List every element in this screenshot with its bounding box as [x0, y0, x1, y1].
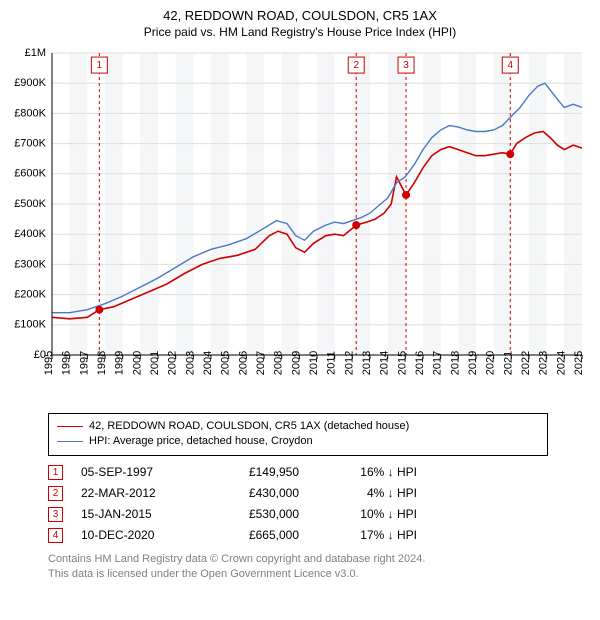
footer-attribution: Contains HM Land Registry data © Crown c… — [48, 552, 590, 582]
x-tick-label: 2024 — [555, 351, 567, 375]
x-tick-label: 2013 — [361, 351, 373, 375]
marker-label-3: 3 — [403, 60, 409, 71]
transaction-marker: 4 — [48, 528, 63, 543]
x-tick-label: 2019 — [467, 351, 479, 375]
x-tick-label: 2006 — [237, 351, 249, 375]
legend-label: 42, REDDOWN ROAD, COULSDON, CR5 1AX (det… — [89, 419, 409, 434]
transaction-date: 22-MAR-2012 — [81, 486, 191, 500]
transaction-row: 1 05-SEP-1997 £149,950 16% ↓ HPI — [48, 462, 590, 483]
price-chart: £0£100K£200K£300K£400K£500K£600K£700K£80… — [10, 45, 590, 405]
x-tick-label: 2018 — [449, 351, 461, 375]
x-tick-label: 2007 — [255, 351, 267, 375]
x-tick-label: 2004 — [202, 351, 214, 375]
footer-line1: Contains HM Land Registry data © Crown c… — [48, 552, 590, 567]
x-tick-label: 2001 — [149, 351, 161, 375]
transaction-date: 05-SEP-1997 — [81, 465, 191, 479]
x-tick-label: 2005 — [220, 351, 232, 375]
legend-color-swatch — [57, 441, 83, 442]
x-tick-label: 2000 — [131, 351, 143, 375]
x-tick-label: 1999 — [114, 351, 126, 375]
y-tick-label: £400K — [14, 228, 46, 240]
x-tick-label: 1996 — [61, 351, 73, 375]
transaction-date: 10-DEC-2020 — [81, 528, 191, 542]
legend-label: HPI: Average price, detached house, Croy… — [89, 434, 313, 449]
marker-label-1: 1 — [97, 60, 103, 71]
transaction-marker: 3 — [48, 507, 63, 522]
x-tick-label: 2008 — [273, 351, 285, 375]
transaction-date: 15-JAN-2015 — [81, 507, 191, 521]
y-tick-label: £200K — [14, 288, 46, 300]
x-tick-label: 1998 — [96, 351, 108, 375]
chart-title-line2: Price paid vs. HM Land Registry's House … — [10, 25, 590, 39]
y-tick-label: £600K — [14, 168, 46, 180]
x-tick-label: 2009 — [290, 351, 302, 375]
y-tick-label: £100K — [14, 319, 46, 331]
y-tick-label: £300K — [14, 258, 46, 270]
transaction-diff: 17% ↓ HPI — [317, 528, 417, 542]
x-tick-label: 2017 — [432, 351, 444, 375]
transaction-diff: 16% ↓ HPI — [317, 465, 417, 479]
transaction-row: 2 22-MAR-2012 £430,000 4% ↓ HPI — [48, 483, 590, 504]
transaction-table: 1 05-SEP-1997 £149,950 16% ↓ HPI 2 22-MAR-201… — [48, 462, 590, 546]
chart-title-line1: 42, REDDOWN ROAD, COULSDON, CR5 1AX — [10, 8, 590, 25]
x-tick-label: 2022 — [520, 351, 532, 375]
marker-label-4: 4 — [507, 60, 513, 71]
x-tick-label: 2020 — [485, 351, 497, 375]
legend: 42, REDDOWN ROAD, COULSDON, CR5 1AX (det… — [48, 413, 548, 456]
x-tick-label: 1995 — [43, 351, 55, 375]
legend-row: 42, REDDOWN ROAD, COULSDON, CR5 1AX (det… — [57, 419, 539, 434]
transaction-price: £430,000 — [209, 486, 299, 500]
x-tick-label: 2023 — [538, 351, 550, 375]
x-tick-label: 2012 — [343, 351, 355, 375]
marker-label-2: 2 — [353, 60, 359, 71]
x-tick-label: 2002 — [167, 351, 179, 375]
transaction-row: 3 15-JAN-2015 £530,000 10% ↓ HPI — [48, 504, 590, 525]
transaction-diff: 4% ↓ HPI — [317, 486, 417, 500]
x-tick-label: 2025 — [573, 351, 585, 375]
transaction-marker: 1 — [48, 465, 63, 480]
x-tick-label: 1997 — [78, 351, 90, 375]
x-tick-label: 2014 — [379, 351, 391, 375]
transaction-price: £530,000 — [209, 507, 299, 521]
transaction-price: £149,950 — [209, 465, 299, 479]
x-tick-label: 2021 — [502, 351, 514, 375]
x-tick-label: 2010 — [308, 351, 320, 375]
x-tick-label: 2003 — [184, 351, 196, 375]
y-tick-label: £1M — [25, 47, 46, 59]
y-tick-label: £500K — [14, 198, 46, 210]
x-tick-label: 2016 — [414, 351, 426, 375]
y-tick-label: £800K — [14, 107, 46, 119]
y-tick-label: £700K — [14, 137, 46, 149]
transaction-marker: 2 — [48, 486, 63, 501]
transaction-diff: 10% ↓ HPI — [317, 507, 417, 521]
footer-line2: This data is licensed under the Open Gov… — [48, 567, 590, 582]
transaction-row: 4 10-DEC-2020 £665,000 17% ↓ HPI — [48, 525, 590, 546]
legend-color-swatch — [57, 426, 83, 427]
legend-row: HPI: Average price, detached house, Croy… — [57, 434, 539, 449]
y-tick-label: £900K — [14, 77, 46, 89]
transaction-price: £665,000 — [209, 528, 299, 542]
